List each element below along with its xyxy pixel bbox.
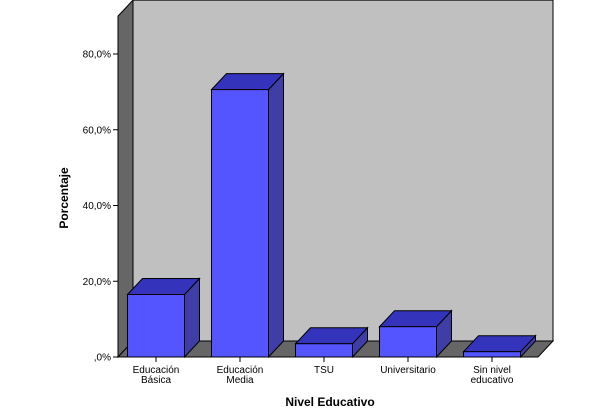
y-tick-label: 60,0% [83,125,111,136]
bar [462,334,537,359]
x-tick-label: Educación Básica [133,365,180,386]
bar-front [295,343,353,358]
x-tick-label: Educación Media [217,365,264,386]
x-axis-title: Nivel Educativo [285,395,374,409]
y-tick-label: 20,0% [83,277,111,288]
bar-front [211,89,269,358]
bar [378,309,453,359]
bar-side [268,72,284,359]
y-tick-label: 80,0% [83,50,111,61]
x-tick-label: Sin nivel educativo [471,365,514,386]
bar [126,277,201,359]
y-tick-label: ,0% [94,353,111,364]
bars [126,72,537,359]
y-axis: ,0% 20,0% 40,0% 60,0% 80,0% [83,50,118,364]
x-tick-label: Universitario [380,365,436,376]
bar [210,72,285,359]
bar [294,326,369,359]
y-tick-label: 40,0% [83,201,111,212]
bar-front [379,326,437,358]
x-tick-label: TSU [314,365,334,376]
y-axis-title: Porcentaje [57,167,71,229]
bar-front [463,351,521,358]
x-axis: Educación Básica Educación Media TSU Universi… [133,357,514,386]
bar-front [127,294,185,358]
